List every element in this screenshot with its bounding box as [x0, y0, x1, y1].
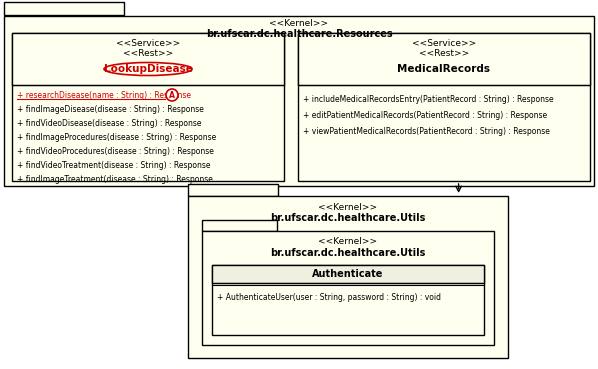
Text: + AuthenticateUser(user : String, password : String) : void: + AuthenticateUser(user : String, passwo…: [217, 293, 441, 301]
Bar: [212, 265, 484, 283]
Bar: [4, 16, 594, 186]
Text: <<Rest>>: <<Rest>>: [123, 49, 173, 59]
Text: + findImageDisease(disease : String) : Response: + findImageDisease(disease : String) : R…: [17, 104, 204, 114]
Bar: [212, 265, 484, 335]
Text: <<Service>>: <<Service>>: [412, 38, 476, 48]
Text: + researchDisease(name : String) : Response: + researchDisease(name : String) : Respo…: [17, 90, 191, 100]
Text: <<Service>>: <<Service>>: [116, 38, 180, 48]
Circle shape: [166, 89, 178, 101]
Text: + findVideoDisease(disease : String) : Response: + findVideoDisease(disease : String) : R…: [17, 118, 202, 128]
Bar: [12, 33, 284, 85]
Text: + editPatientMedicalRecords(PatientRecord : String) : Response: + editPatientMedicalRecords(PatientRecor…: [303, 110, 547, 120]
Bar: [12, 33, 284, 181]
Text: LookupDisease: LookupDisease: [103, 64, 193, 74]
Text: MedicalRecords: MedicalRecords: [398, 64, 490, 74]
Bar: [4, 2, 124, 15]
Text: + findVideoTreatment(disease : String) : Response: + findVideoTreatment(disease : String) :…: [17, 161, 210, 169]
Bar: [202, 220, 277, 231]
Text: + findImageProcedures(disease : String) : Response: + findImageProcedures(disease : String) …: [17, 132, 216, 141]
Text: <<Kernel>>: <<Kernel>>: [270, 20, 328, 28]
Text: br.ufscar.dc.healthcare.Utils: br.ufscar.dc.healthcare.Utils: [270, 248, 426, 258]
Text: <<Kernel>>: <<Kernel>>: [319, 238, 377, 246]
Text: br.ufscar.dc.healthcare.Utils: br.ufscar.dc.healthcare.Utils: [270, 213, 426, 223]
Bar: [298, 33, 590, 181]
Bar: [298, 33, 590, 85]
Text: + viewPatientMedicalRecords(PatientRecord : String) : Response: + viewPatientMedicalRecords(PatientRecor…: [303, 127, 550, 135]
Bar: [202, 231, 494, 345]
Text: <<Kernel>>: <<Kernel>>: [319, 203, 377, 211]
Text: + includeMedicalRecordsEntry(PatientRecord : String) : Response: + includeMedicalRecordsEntry(PatientReco…: [303, 94, 554, 103]
Text: + findVideoProcedures(disease : String) : Response: + findVideoProcedures(disease : String) …: [17, 146, 214, 155]
Text: Authenticate: Authenticate: [312, 269, 384, 279]
Bar: [188, 184, 278, 196]
Text: <<Rest>>: <<Rest>>: [419, 49, 469, 59]
Text: A: A: [169, 90, 175, 100]
Text: br.ufscar.dc.healthcare.Resources: br.ufscar.dc.healthcare.Resources: [206, 29, 392, 39]
Text: + findImageTreatment(disease : String) : Response: + findImageTreatment(disease : String) :…: [17, 175, 213, 183]
Bar: [188, 196, 508, 358]
